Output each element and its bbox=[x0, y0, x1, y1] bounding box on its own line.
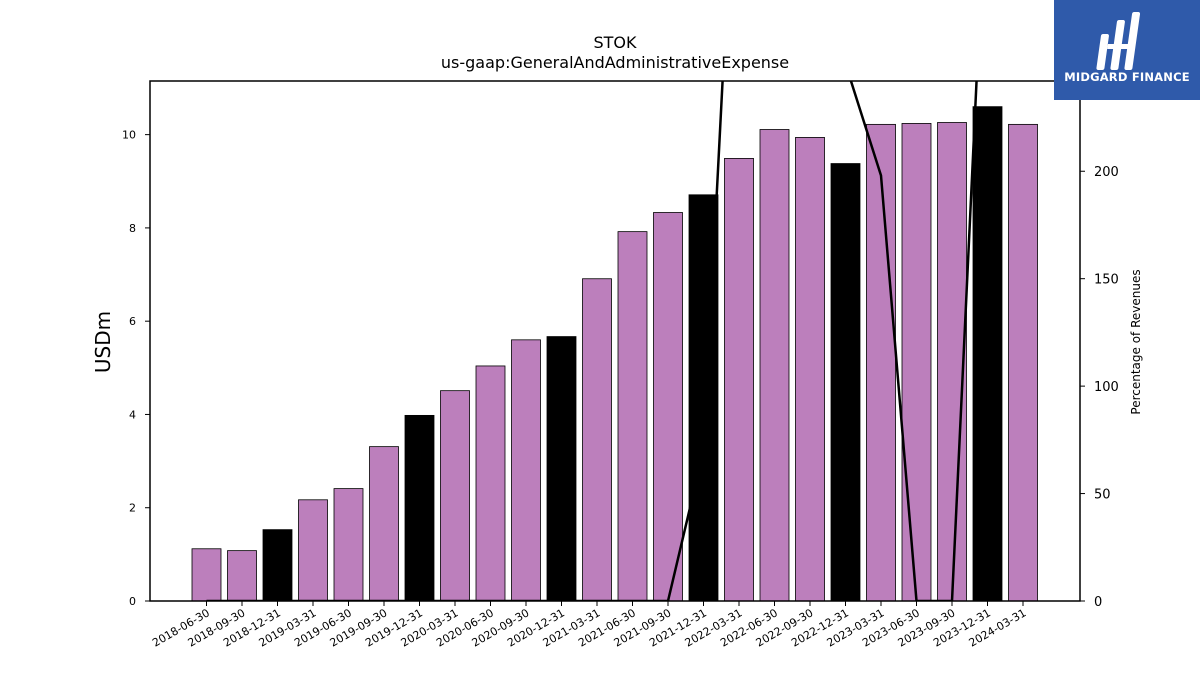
bar-2021-06-30 bbox=[617, 231, 648, 602]
chart-subtitle: us-gaap:GeneralAndAdministrativeExpense bbox=[441, 53, 789, 72]
bar-2022-09-30 bbox=[795, 137, 825, 602]
y2-tick-label: 0 bbox=[1094, 595, 1102, 610]
bar-2018-06-30 bbox=[191, 548, 222, 602]
y2-axis-label: Percentage of Revenues bbox=[1129, 269, 1143, 414]
y-tick-label: 0 bbox=[129, 595, 136, 608]
bars-group bbox=[191, 106, 1038, 602]
bar-2019-06-30 bbox=[333, 488, 364, 602]
percentage-line-group bbox=[206, 81, 978, 601]
y-tick-label: 2 bbox=[129, 502, 136, 515]
y2-tick-label: 100 bbox=[1094, 380, 1119, 395]
plot-frame bbox=[149, 80, 1081, 602]
bar-2020-12-31 bbox=[546, 336, 577, 602]
y-tick-label: 10 bbox=[122, 129, 136, 142]
bar-2018-09-30 bbox=[227, 550, 257, 602]
bar-2023-06-30 bbox=[901, 123, 932, 602]
bar-2022-06-30 bbox=[759, 129, 790, 602]
bar-2019-12-31 bbox=[404, 414, 435, 602]
midgard-finance-logo: MIDGARD FINANCE bbox=[1054, 0, 1200, 100]
percentage-line bbox=[206, 81, 978, 601]
bar-2021-09-30 bbox=[653, 212, 683, 602]
y2-tick-label: 150 bbox=[1094, 273, 1119, 288]
bar-2020-03-31 bbox=[440, 390, 470, 602]
logo-text: MIDGARD FINANCE bbox=[1064, 70, 1190, 84]
y-tick-label: 6 bbox=[129, 315, 136, 328]
midgard-logo-icon bbox=[1096, 12, 1141, 70]
bar-2021-03-31 bbox=[582, 278, 612, 602]
bar-2022-03-31 bbox=[724, 158, 754, 602]
chart-title: STOK bbox=[593, 33, 637, 52]
bar-2019-09-30 bbox=[369, 446, 399, 602]
bar-2019-03-31 bbox=[298, 499, 328, 602]
y2-tick-label: 200 bbox=[1094, 165, 1119, 180]
bar-2023-09-30 bbox=[937, 122, 967, 602]
bar-2023-12-31 bbox=[972, 106, 1003, 602]
bar-2020-09-30 bbox=[511, 339, 541, 602]
bar-2018-12-31 bbox=[262, 529, 293, 602]
bar-2024-03-31 bbox=[1008, 123, 1038, 602]
bar-2022-12-31 bbox=[830, 163, 861, 602]
y-tick-label: 4 bbox=[129, 408, 136, 421]
bar-2023-03-31 bbox=[866, 123, 896, 602]
bar-2020-06-30 bbox=[475, 365, 506, 602]
y2-tick-label: 50 bbox=[1094, 488, 1111, 503]
y-tick-label: 8 bbox=[129, 222, 136, 235]
y-axis-label: USDm bbox=[91, 311, 115, 373]
